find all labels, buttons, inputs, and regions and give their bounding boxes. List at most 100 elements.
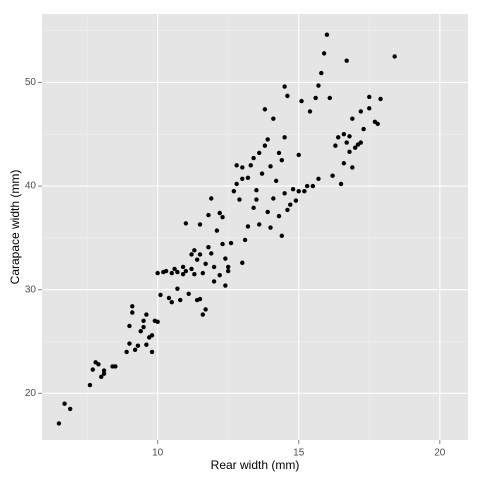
point: [206, 245, 211, 250]
point: [183, 268, 189, 274]
point: [209, 251, 214, 256]
point: [101, 371, 107, 376]
point: [285, 93, 290, 99]
point: [240, 260, 245, 265]
point: [163, 268, 169, 274]
point: [378, 96, 383, 102]
point: [358, 140, 363, 145]
point: [127, 323, 132, 329]
point: [304, 183, 310, 189]
point: [96, 362, 101, 367]
point: [296, 152, 301, 158]
point: [324, 32, 330, 37]
point: [203, 307, 208, 312]
point: [206, 212, 211, 218]
point: [56, 421, 62, 426]
y-axis-label: Carapace width (mm): [8, 170, 22, 285]
point: [245, 224, 251, 229]
point: [220, 241, 225, 247]
point: [240, 176, 245, 182]
x-tick-label: 15: [293, 448, 305, 459]
point: [175, 286, 180, 291]
point: [197, 296, 203, 302]
point: [141, 318, 146, 324]
point: [257, 222, 262, 227]
point: [231, 189, 237, 194]
point: [276, 213, 282, 219]
point: [259, 171, 265, 176]
point: [358, 109, 363, 114]
point: [273, 178, 279, 184]
point: [113, 364, 118, 369]
point: [234, 163, 239, 168]
point: [257, 150, 262, 156]
point: [99, 374, 104, 379]
point: [214, 228, 220, 233]
point: [189, 252, 194, 257]
point: [132, 347, 138, 353]
point: [265, 209, 270, 215]
point: [251, 205, 256, 211]
point: [197, 222, 203, 227]
point: [350, 116, 355, 121]
point: [299, 98, 304, 104]
plot-panel: [42, 14, 468, 440]
point: [347, 134, 352, 139]
point: [203, 261, 208, 266]
point: [175, 269, 180, 275]
point: [240, 165, 245, 170]
point: [254, 197, 259, 202]
point: [141, 324, 146, 330]
point: [268, 164, 273, 169]
point: [293, 198, 299, 203]
point: [361, 126, 366, 132]
point: [101, 368, 107, 373]
point: [290, 186, 296, 192]
point: [183, 221, 189, 226]
point: [282, 191, 287, 196]
point: [262, 107, 268, 112]
point: [367, 94, 372, 100]
point: [149, 333, 155, 338]
point: [169, 270, 174, 276]
point: [327, 95, 332, 101]
point: [192, 248, 197, 253]
point: [352, 145, 358, 150]
point: [367, 106, 372, 111]
point: [124, 349, 129, 355]
point: [166, 295, 172, 301]
point: [211, 264, 217, 270]
point: [228, 240, 234, 246]
point: [189, 266, 194, 272]
point: [271, 196, 276, 201]
y-tick-label: 40: [25, 181, 37, 192]
point: [211, 279, 217, 284]
point: [135, 343, 141, 348]
point: [225, 264, 231, 270]
point: [319, 70, 324, 76]
point: [251, 155, 256, 161]
point: [180, 271, 186, 277]
point: [194, 257, 200, 262]
point: [68, 406, 73, 412]
point: [209, 196, 214, 201]
point: [245, 175, 251, 180]
point: [333, 143, 338, 148]
point: [302, 189, 307, 194]
point: [279, 157, 285, 163]
point: [220, 214, 225, 220]
point: [186, 291, 191, 297]
point: [169, 299, 174, 305]
point: [341, 161, 347, 166]
point: [254, 188, 259, 193]
point: [248, 163, 253, 168]
point: [242, 237, 248, 243]
point: [276, 150, 282, 156]
point: [285, 207, 290, 213]
point: [392, 54, 397, 59]
point: [87, 382, 93, 388]
point: [336, 135, 341, 140]
point: [341, 132, 347, 137]
point: [350, 165, 355, 170]
